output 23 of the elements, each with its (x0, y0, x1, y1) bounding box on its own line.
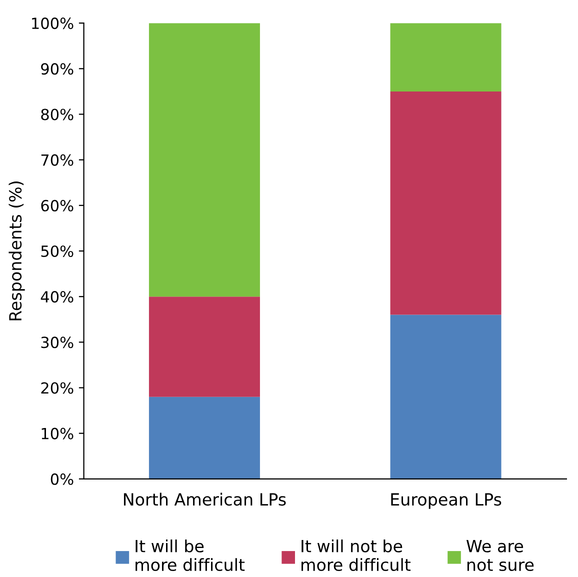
y-tick-label: 0% (50, 473, 74, 485)
bar (148, 23, 260, 297)
bar (390, 23, 502, 92)
bar (148, 396, 260, 479)
y-axis-title: Respondents (%) (8, 181, 25, 320)
y-tick-label: 100% (32, 18, 74, 30)
y-tick-label: 30% (41, 336, 74, 348)
y-tick-label: 40% (40, 291, 74, 303)
legend-label: It will be more difficult (136, 539, 245, 572)
y-tick-label: 90% (41, 63, 74, 75)
y-tick-label: 80% (41, 108, 74, 120)
x-tick-label: European LPs (391, 493, 502, 509)
x-tick-label: North American LPs (124, 492, 286, 506)
y-tick-label: 60% (41, 200, 74, 212)
bar (390, 314, 502, 479)
bar (148, 296, 260, 397)
legend-label: It will not be more difficult (302, 539, 411, 572)
y-tick-label: 50% (41, 245, 74, 258)
y-tick-label: 70% (41, 154, 74, 166)
legend-label: We are not sure (466, 540, 534, 572)
y-tick-label: 20% (41, 382, 74, 394)
y-tick-label: 10% (42, 428, 74, 440)
bar (390, 91, 502, 315)
